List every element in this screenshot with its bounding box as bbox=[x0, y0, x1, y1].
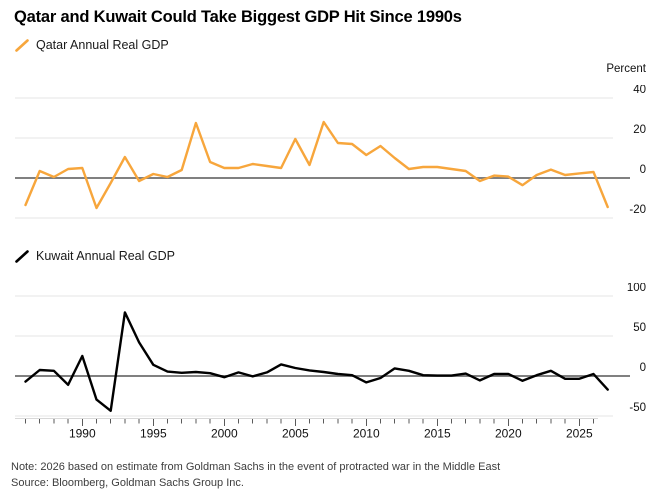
y-tick-label: 50 bbox=[633, 322, 646, 334]
kuwait-line-swatch-icon bbox=[15, 249, 29, 263]
chart-qatar-data-line bbox=[24, 120, 609, 210]
y-tick-label: 0 bbox=[640, 362, 646, 374]
kuwait-gdp-line-chart-with-x-axis: 100 50 0 -50 1990 1995 2000 2005 2010 2015 2020 202… bbox=[15, 283, 646, 441]
footnote: Note: 2026 based on estimate from Goldma… bbox=[11, 461, 501, 473]
chart-title: Qatar and Kuwait Could Take Biggest GDP … bbox=[14, 8, 462, 26]
legend-kuwait: Kuwait Annual Real GDP bbox=[15, 249, 175, 263]
x-tick-label: 2015 bbox=[424, 427, 451, 441]
y-tick-label: 40 bbox=[633, 85, 646, 96]
x-tick-label: 1990 bbox=[69, 427, 96, 441]
y-tick-label: -20 bbox=[629, 204, 646, 216]
x-tick-label: 1995 bbox=[140, 427, 167, 441]
x-tick-label: 2000 bbox=[211, 427, 238, 441]
x-tick-label: 2020 bbox=[495, 427, 522, 441]
x-tick-label: 2005 bbox=[282, 427, 309, 441]
source-line: Source: Bloomberg, Goldman Sachs Group I… bbox=[11, 477, 244, 489]
chart-kuwait-data-line bbox=[24, 311, 609, 413]
y-tick-label: -50 bbox=[629, 402, 646, 414]
legend-qatar-label: Qatar Annual Real GDP bbox=[36, 38, 169, 52]
qatar-line-swatch-icon bbox=[15, 38, 29, 52]
x-tick-label: 2025 bbox=[566, 427, 593, 441]
y-tick-label: 20 bbox=[633, 124, 646, 136]
y-axis-unit-label: Percent bbox=[606, 63, 646, 75]
legend-qatar: Qatar Annual Real GDP bbox=[15, 38, 169, 52]
qatar-gdp-line-chart: 40 20 0 -20 bbox=[15, 85, 646, 219]
legend-kuwait-label: Kuwait Annual Real GDP bbox=[36, 249, 175, 263]
y-tick-label: 0 bbox=[640, 164, 646, 176]
y-tick-label: 100 bbox=[627, 283, 646, 294]
x-tick-label: 2010 bbox=[353, 427, 380, 441]
